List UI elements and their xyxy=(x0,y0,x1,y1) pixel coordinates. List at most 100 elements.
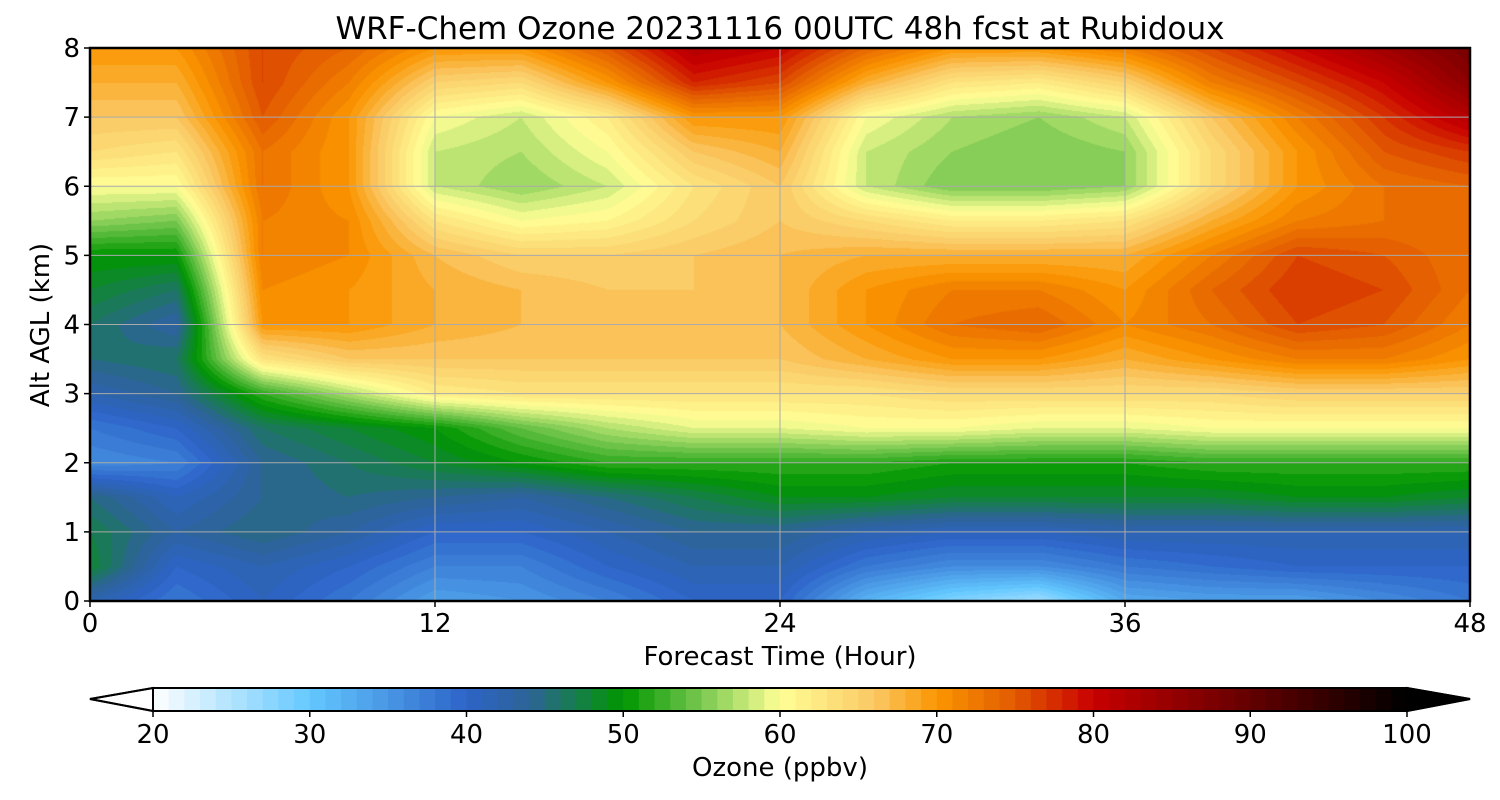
colorbar-swatch xyxy=(1124,688,1142,711)
colorbar-swatch xyxy=(968,688,985,711)
colorbar: 20 30 40 50 60 70 80 90 100 Ozone (ppbv) xyxy=(89,686,1471,783)
colorbar-tick-label: 40 xyxy=(450,720,483,750)
colorbar-swatch xyxy=(1109,688,1126,711)
colorbar-swatch xyxy=(262,688,279,711)
plot-area xyxy=(90,48,1470,601)
colorbar-label: Ozone (ppbv) xyxy=(692,753,868,783)
colorbar-swatch xyxy=(356,688,374,711)
colorbar-swatch xyxy=(1187,688,1204,711)
colorbar-swatch xyxy=(153,688,170,711)
gridlines xyxy=(90,48,1470,601)
colorbar-swatch xyxy=(842,688,859,711)
colorbar-swatch xyxy=(701,688,718,711)
colorbar-swatch xyxy=(1203,688,1220,711)
colorbar-swatch xyxy=(623,688,640,711)
x-tick-label: 12 xyxy=(418,609,451,639)
colorbar-swatch xyxy=(1250,688,1267,711)
colorbar-swatch xyxy=(403,688,421,711)
colorbar-swatch xyxy=(294,688,311,711)
colorbar-swatch xyxy=(952,688,969,711)
colorbar-tick-label: 80 xyxy=(1077,720,1110,750)
colorbar-swatch xyxy=(732,688,750,711)
y-tick-label: 5 xyxy=(63,241,80,271)
colorbar-swatch xyxy=(654,688,671,711)
y-tick-label: 1 xyxy=(63,518,80,548)
colorbar-extend-high xyxy=(1406,686,1471,713)
colorbar-swatch xyxy=(450,688,468,711)
colorbar-swatch xyxy=(544,688,562,711)
colorbar-swatch xyxy=(325,688,342,711)
colorbar-swatch xyxy=(889,688,906,711)
colorbar-tick-label: 20 xyxy=(136,720,169,750)
colorbar-tick-label: 60 xyxy=(763,720,796,750)
colorbar-swatch xyxy=(936,688,954,711)
colorbar-swatch xyxy=(874,688,891,711)
colorbar-swatch xyxy=(1234,688,1251,711)
x-axis-ticks: 0 12 24 36 48 xyxy=(82,601,1487,639)
colorbar-swatch xyxy=(1156,688,1173,711)
y-tick-label: 3 xyxy=(63,380,80,410)
y-tick-label: 8 xyxy=(63,34,80,64)
colorbar-swatch xyxy=(748,688,765,711)
colorbar-swatch xyxy=(1281,688,1298,711)
colorbar-swatch xyxy=(1062,688,1079,711)
colorbar-swatch xyxy=(184,688,201,711)
x-tick-label: 48 xyxy=(1453,609,1486,639)
colorbar-swatch xyxy=(670,688,687,711)
colorbar-swatch xyxy=(341,688,358,711)
colorbar-swatch xyxy=(247,688,264,711)
colorbar-swatch xyxy=(497,688,515,711)
colorbar-swatch xyxy=(231,688,248,711)
y-tick-label: 0 xyxy=(63,587,80,617)
colorbar-swatch xyxy=(1312,688,1330,711)
colorbar-swatch xyxy=(482,688,499,711)
colorbar-swatch xyxy=(1391,688,1408,711)
colorbar-swatch xyxy=(372,688,389,711)
colorbar-swatch xyxy=(435,688,452,711)
colorbar-swatch xyxy=(1093,688,1110,711)
colorbar-swatch xyxy=(921,688,938,711)
colorbar-swatch xyxy=(1077,688,1095,711)
colorbar-swatch xyxy=(591,688,609,711)
colorbar-swatch xyxy=(999,688,1016,711)
colorbar-tick-label: 100 xyxy=(1382,720,1432,750)
colorbar-swatch xyxy=(685,688,703,711)
colorbar-swatch xyxy=(811,688,828,711)
colorbar-swatch xyxy=(764,688,781,711)
colorbar-swatch xyxy=(983,688,1001,711)
colorbar-swatch xyxy=(1359,688,1377,711)
colorbar-swatch xyxy=(1218,688,1236,711)
colorbar-swatch xyxy=(1344,688,1361,711)
x-tick-label: 24 xyxy=(763,609,796,639)
colorbar-extend-low xyxy=(89,686,154,713)
x-tick-label: 36 xyxy=(1108,609,1141,639)
colorbar-swatch xyxy=(1140,688,1157,711)
colorbar-swatch xyxy=(215,688,232,711)
y-tick-label: 4 xyxy=(63,311,80,341)
y-tick-label: 7 xyxy=(63,103,80,133)
colorbar-swatch xyxy=(905,688,922,711)
colorbar-swatch xyxy=(576,688,593,711)
colorbar-swatch xyxy=(780,688,797,711)
colorbar-tick-label: 90 xyxy=(1234,720,1267,750)
colorbar-swatch xyxy=(1030,688,1048,711)
y-tick-label: 6 xyxy=(63,172,80,202)
y-axis-ticks: 0 1 2 3 4 5 6 7 8 xyxy=(63,34,90,617)
colorbar-ticks: 20 30 40 50 60 70 80 90 100 xyxy=(136,711,1432,750)
chart-title: WRF-Chem Ozone 20231116 00UTC 48h fcst a… xyxy=(335,11,1224,47)
colorbar-swatch xyxy=(1328,688,1345,711)
colorbar-swatch xyxy=(1297,688,1314,711)
colorbar-swatch xyxy=(466,688,483,711)
x-tick-label: 0 xyxy=(82,609,99,639)
colorbar-swatches xyxy=(153,688,1408,711)
colorbar-swatch xyxy=(795,688,812,711)
colorbar-swatch xyxy=(827,688,844,711)
colorbar-swatch xyxy=(529,688,546,711)
colorbar-swatch xyxy=(1015,688,1032,711)
colorbar-tick-label: 30 xyxy=(293,720,326,750)
colorbar-swatch xyxy=(717,688,734,711)
colorbar-swatch xyxy=(309,688,327,711)
colorbar-swatch xyxy=(168,688,185,711)
colorbar-swatch xyxy=(1171,688,1189,711)
colorbar-swatch xyxy=(638,688,656,711)
